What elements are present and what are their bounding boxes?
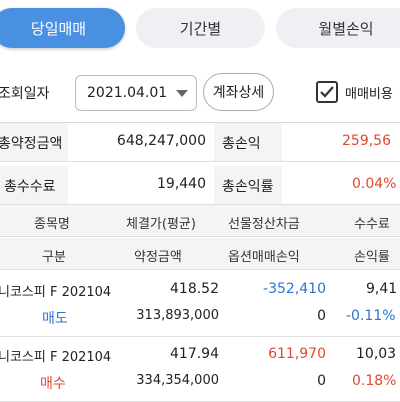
return-rate: -0.11% <box>346 308 396 324</box>
fee-checkbox[interactable] <box>316 81 338 103</box>
option-pnl: 0 <box>317 373 326 389</box>
return-rate: 0.18% <box>352 373 397 389</box>
table-header-row-2: 구분 약정금액 옵션매매손익 손익률 <box>0 238 400 270</box>
label-cell-bg <box>214 166 282 204</box>
contract-amount: 334,354,000 <box>136 373 219 388</box>
avg-price: 417.94 <box>170 346 219 362</box>
summary-row-fee: 총수수료 19,440 총손익률 0.04% <box>0 166 400 205</box>
col-header-return: 손익률 <box>354 250 390 265</box>
checkmark-icon <box>320 86 334 98</box>
query-date-label: 조회일자 <box>0 86 50 102</box>
label-cell-bg <box>0 166 68 204</box>
caret-down-icon <box>176 90 188 97</box>
instrument-name: 니코스피 F 202104 <box>0 350 112 365</box>
fee: 9,41 <box>366 281 398 297</box>
col-header-amount: 약정금액 <box>134 250 182 265</box>
total-return-label: 총손익률 <box>222 179 274 195</box>
total-contract-label: 총약정금액 <box>0 136 63 152</box>
filter-bar: 조회일자 2021.04.01 계좌상세 매매비용 <box>0 62 400 123</box>
fee: 10,03 <box>356 346 397 362</box>
total-pnl-label: 총손익 <box>222 136 261 152</box>
trade-side: 매도 <box>42 311 68 327</box>
avg-price: 418.52 <box>170 281 219 297</box>
total-pnl-value: 259,56 <box>342 133 391 149</box>
tab-monthly-pnl[interactable]: 월별손익 <box>276 8 400 48</box>
total-return-value: 0.04% <box>352 176 397 192</box>
trade-side: 매수 <box>40 376 66 392</box>
table-row[interactable]: 니코스피 F 202104 417.94 611,970 10,03 매수 33… <box>0 337 400 402</box>
instrument-name: 니코스피 F 202104 <box>0 285 112 300</box>
contract-amount: 313,893,000 <box>136 308 219 323</box>
summary-row-contract: 총약정금액 648,247,000 총손익 259,56 <box>0 123 400 162</box>
col-header-price: 체결가(평균) <box>126 217 196 232</box>
label-cell-bg <box>214 123 282 161</box>
futures-settlement: 611,970 <box>268 346 326 362</box>
total-fee-value: 19,440 <box>157 176 206 192</box>
tab-by-period[interactable]: 기간별 <box>136 8 265 48</box>
option-pnl: 0 <box>317 308 326 324</box>
table-row[interactable]: 니코스피 F 202104 418.52 -352,410 9,41 매도 31… <box>0 272 400 337</box>
period-tabs: 당일매매 기간별 월별손익 <box>0 0 400 58</box>
label-cell-bg <box>0 123 68 161</box>
table-header-row-1: 종목명 체결가(평균) 선물정산차금 수수료 <box>0 205 400 237</box>
fee-checkbox-label: 매매비용 <box>345 87 393 102</box>
col-header-name: 종목명 <box>34 217 70 232</box>
col-header-side: 구분 <box>42 250 66 265</box>
total-contract-value: 648,247,000 <box>116 133 206 149</box>
futures-settlement: -352,410 <box>263 281 326 297</box>
tab-daily-trades[interactable]: 당일매매 <box>0 8 125 48</box>
date-select[interactable]: 2021.04.01 <box>75 75 197 111</box>
account-detail-button[interactable]: 계좌상세 <box>203 73 274 111</box>
col-header-fee: 수수료 <box>354 217 390 232</box>
col-header-futures-settlement: 선물정산차금 <box>228 217 300 232</box>
total-fee-label: 총수수료 <box>4 179 56 195</box>
date-value: 2021.04.01 <box>87 85 168 101</box>
col-header-option-pnl: 옵션매매손익 <box>228 250 300 265</box>
